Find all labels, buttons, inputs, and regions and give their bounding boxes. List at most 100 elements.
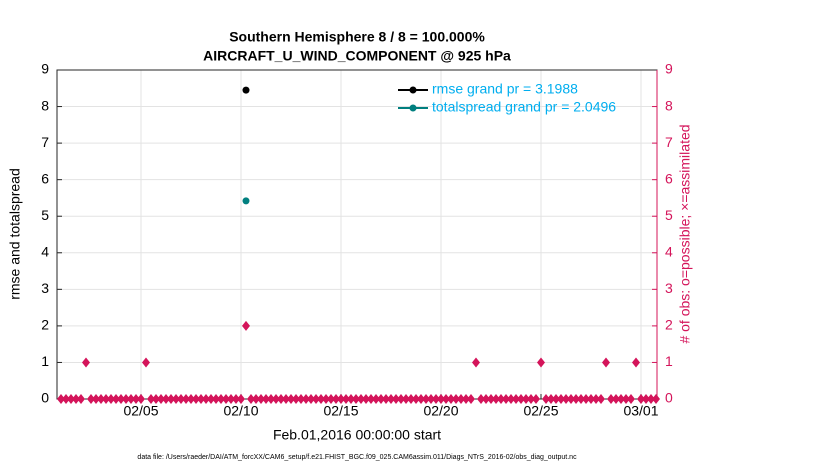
- data-point: [402, 394, 410, 404]
- data-point: [487, 394, 495, 404]
- legend-marker: [409, 104, 417, 112]
- x-tick-label: 02/10: [223, 403, 258, 419]
- data-point: [282, 394, 290, 404]
- data-point: [632, 357, 640, 368]
- data-point: [637, 394, 645, 404]
- data-point: [182, 394, 190, 404]
- data-point: [502, 394, 510, 404]
- y2-tick-label: 0: [665, 390, 673, 406]
- data-point: [237, 394, 245, 404]
- data-point: [57, 394, 65, 404]
- data-point: [292, 394, 300, 404]
- data-point: [127, 394, 135, 404]
- y-axis-label: rmse and totalspread: [7, 168, 23, 300]
- data-point: [112, 394, 120, 404]
- data-point: [242, 320, 250, 331]
- data-point: [562, 394, 570, 404]
- y-tick-label: 8: [41, 97, 49, 113]
- data-point: [347, 394, 355, 404]
- data-point: [302, 394, 310, 404]
- y-tick-label: 6: [41, 170, 49, 186]
- data-point: [517, 394, 525, 404]
- data-point: [527, 394, 535, 404]
- data-point: [432, 394, 440, 404]
- data-point: [442, 394, 450, 404]
- data-point: [277, 394, 285, 404]
- data-point: [537, 357, 545, 368]
- data-point: [87, 394, 95, 404]
- data-point: [362, 394, 370, 404]
- data-point: [72, 394, 80, 404]
- y2-axis-label: # of obs: o=possible; ×=assimilated: [677, 124, 693, 343]
- data-point: [92, 394, 100, 404]
- data-point: [222, 394, 230, 404]
- data-point: [317, 394, 325, 404]
- y2-tick-label: 1: [665, 353, 673, 369]
- data-point: [152, 394, 160, 404]
- data-point: [492, 394, 500, 404]
- data-point: [147, 394, 155, 404]
- data-point: [592, 394, 600, 404]
- data-point: [102, 394, 110, 404]
- data-point: [427, 394, 435, 404]
- data-point: [582, 394, 590, 404]
- data-point: [247, 394, 255, 404]
- data-point: [212, 394, 220, 404]
- data-point: [242, 86, 250, 94]
- legend-marker: [409, 86, 417, 94]
- data-point: [62, 394, 70, 404]
- data-point: [287, 394, 295, 404]
- data-point: [647, 394, 655, 404]
- x-tick-label: 02/20: [423, 403, 458, 419]
- y-tick-label: 9: [41, 61, 49, 77]
- data-point: [332, 394, 340, 404]
- data-point: [482, 394, 490, 404]
- y-tick-label: 4: [41, 243, 49, 259]
- y-tick-label: 5: [41, 207, 49, 223]
- data-point: [602, 357, 610, 368]
- x-tick-label: 02/05: [123, 403, 158, 419]
- legend-label: rmse grand pr = 3.1988: [432, 81, 578, 97]
- data-point: [142, 357, 150, 368]
- data-point: [572, 394, 580, 404]
- chart-title: Southern Hemisphere 8 / 8 = 100.000%: [229, 29, 485, 45]
- y2-tick-label: 4: [665, 243, 673, 259]
- data-point: [587, 394, 595, 404]
- y-tick-label: 7: [41, 134, 49, 150]
- data-point: [132, 394, 140, 404]
- data-point: [392, 394, 400, 404]
- data-point: [627, 394, 635, 404]
- data-point: [272, 394, 280, 404]
- data-point: [252, 394, 260, 404]
- y-tick-label: 1: [41, 353, 49, 369]
- data-point: [322, 394, 330, 404]
- y-tick-label: 3: [41, 280, 49, 296]
- data-point: [192, 394, 200, 404]
- data-point: [167, 394, 175, 404]
- data-point: [297, 394, 305, 404]
- y2-tick-label: 7: [665, 134, 673, 150]
- data-point: [352, 394, 360, 404]
- data-point: [467, 394, 475, 404]
- data-point: [97, 394, 105, 404]
- x-tick-label: 02/25: [523, 403, 558, 419]
- data-point: [607, 394, 615, 404]
- data-point: [472, 357, 480, 368]
- data-point: [542, 394, 550, 404]
- data-point: [567, 394, 575, 404]
- data-point: [227, 394, 235, 404]
- data-point: [257, 394, 265, 404]
- data-point: [547, 394, 555, 404]
- data-point: [367, 394, 375, 404]
- y2-tick-label: 6: [665, 170, 673, 186]
- data-point: [327, 394, 335, 404]
- y2-tick-label: 2: [665, 317, 673, 333]
- y-tick-label: 0: [41, 390, 49, 406]
- data-point: [497, 394, 505, 404]
- data-point: [412, 394, 420, 404]
- data-point: [122, 394, 130, 404]
- data-point: [532, 394, 540, 404]
- data-point: [642, 394, 650, 404]
